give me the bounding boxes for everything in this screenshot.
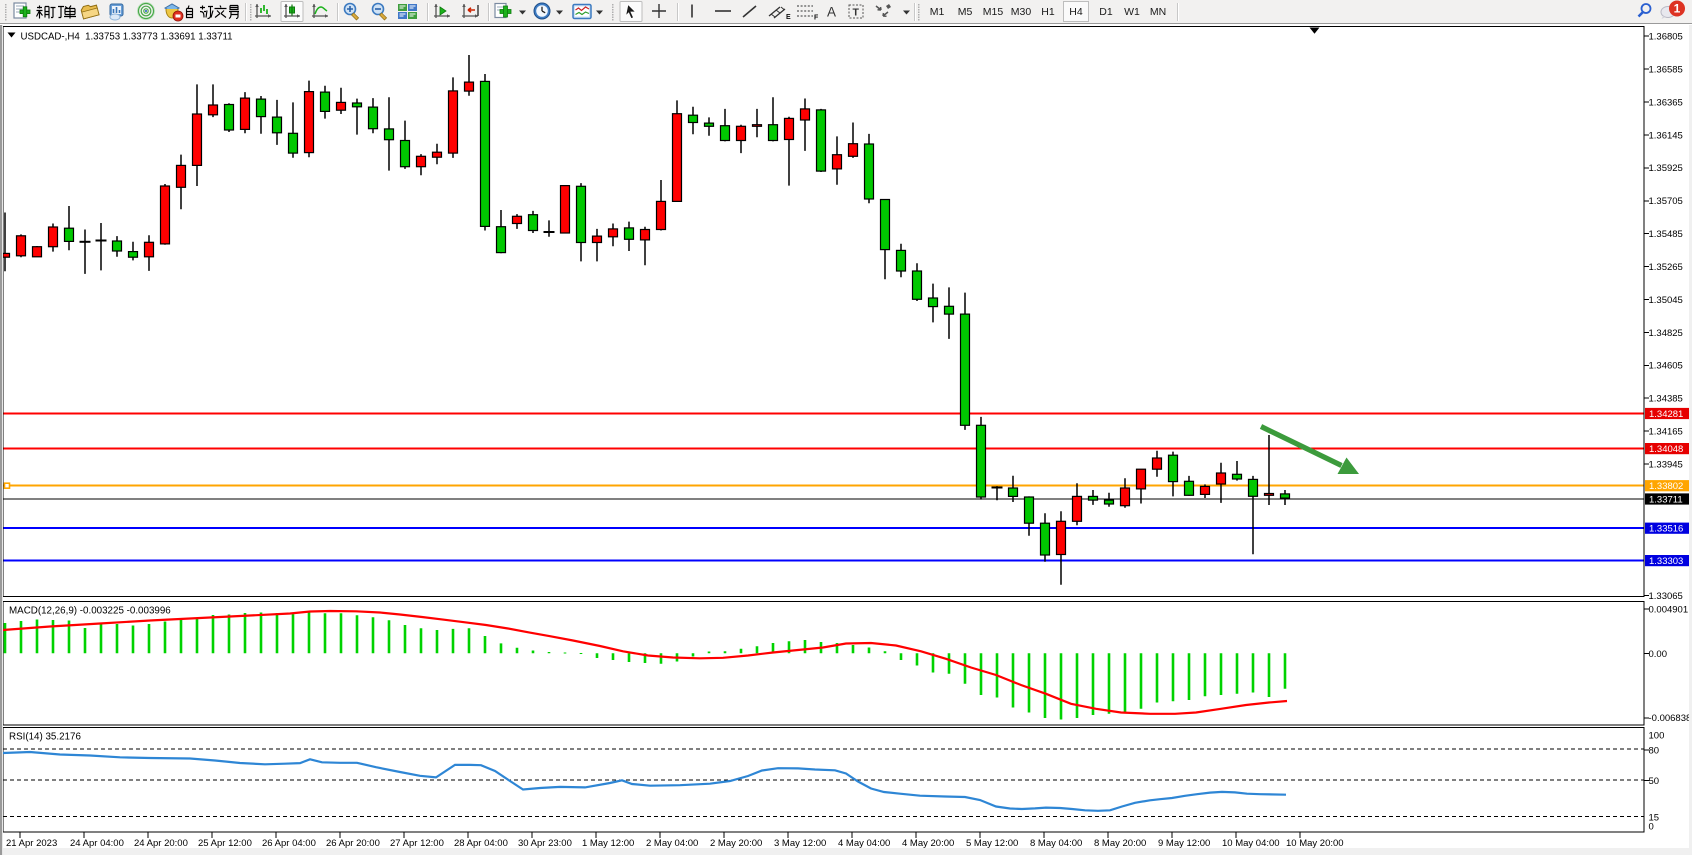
- svg-text:8 May 20:00: 8 May 20:00: [1094, 838, 1146, 849]
- svg-text:8 May 04:00: 8 May 04:00: [1030, 838, 1082, 849]
- svg-text:1 May 12:00: 1 May 12:00: [582, 838, 634, 849]
- svg-text:W1: W1: [1124, 6, 1140, 18]
- svg-text:4 May 20:00: 4 May 20:00: [902, 838, 954, 849]
- svg-text:M1: M1: [930, 6, 945, 18]
- svg-text:-0.006838: -0.006838: [1649, 713, 1692, 724]
- svg-text:27 Apr 12:00: 27 Apr 12:00: [390, 838, 444, 849]
- svg-text:1.33802: 1.33802: [1649, 481, 1683, 492]
- svg-text:H1: H1: [1041, 6, 1055, 18]
- svg-text:50: 50: [1649, 776, 1660, 787]
- svg-text:USDCAD-,H4 1.33753 1.33773 1.: USDCAD-,H4 1.33753 1.33773 1.33691 1.337…: [21, 32, 233, 43]
- svg-text:RSI(14) 35.2176: RSI(14) 35.2176: [9, 732, 81, 743]
- svg-text:M30: M30: [1011, 6, 1032, 18]
- svg-text:24 Apr 04:00: 24 Apr 04:00: [70, 838, 124, 849]
- svg-text:10 May 20:00: 10 May 20:00: [1286, 838, 1344, 849]
- svg-text:1.36145: 1.36145: [1649, 130, 1683, 141]
- svg-text:1.36365: 1.36365: [1649, 97, 1683, 108]
- svg-text:21 Apr 2023: 21 Apr 2023: [6, 838, 57, 849]
- svg-text:MACD(12,26,9) -0.003225 -0.003: MACD(12,26,9) -0.003225 -0.003996: [9, 606, 171, 617]
- svg-text:F: F: [814, 15, 819, 22]
- svg-text:1.36585: 1.36585: [1649, 65, 1683, 76]
- svg-text:25 Apr 12:00: 25 Apr 12:00: [198, 838, 252, 849]
- svg-text:MN: MN: [1150, 6, 1166, 18]
- svg-text:1.34165: 1.34165: [1649, 427, 1683, 438]
- svg-text:E: E: [786, 14, 791, 21]
- svg-text:T: T: [853, 7, 860, 19]
- svg-text:2 May 04:00: 2 May 04:00: [646, 838, 698, 849]
- svg-text:100: 100: [1649, 730, 1665, 741]
- svg-text:1.34385: 1.34385: [1649, 394, 1683, 405]
- svg-text:4 May 04:00: 4 May 04:00: [838, 838, 890, 849]
- svg-text:1.33303: 1.33303: [1649, 556, 1683, 567]
- svg-text:1.34048: 1.34048: [1649, 444, 1683, 455]
- svg-text:9 May 12:00: 9 May 12:00: [1158, 838, 1210, 849]
- svg-text:26 Apr 20:00: 26 Apr 20:00: [326, 838, 380, 849]
- svg-text:1.35045: 1.35045: [1649, 295, 1683, 306]
- svg-text:A: A: [827, 5, 836, 20]
- svg-text:0: 0: [1649, 821, 1654, 832]
- svg-text:30 Apr 23:00: 30 Apr 23:00: [518, 838, 572, 849]
- svg-text:1.33065: 1.33065: [1649, 591, 1683, 602]
- svg-text:M5: M5: [958, 6, 973, 18]
- svg-text:1.33945: 1.33945: [1649, 459, 1683, 470]
- svg-text:24 Apr 20:00: 24 Apr 20:00: [134, 838, 188, 849]
- svg-text:1.34605: 1.34605: [1649, 361, 1683, 372]
- svg-text:3 May 12:00: 3 May 12:00: [774, 838, 826, 849]
- svg-text:28 Apr 04:00: 28 Apr 04:00: [454, 838, 508, 849]
- svg-text:1: 1: [1674, 2, 1681, 16]
- svg-text:80: 80: [1649, 745, 1660, 756]
- svg-text:10 May 04:00: 10 May 04:00: [1222, 838, 1280, 849]
- svg-text:26 Apr 04:00: 26 Apr 04:00: [262, 838, 316, 849]
- svg-text:1.33711: 1.33711: [1649, 495, 1683, 506]
- svg-text:0.00: 0.00: [1649, 649, 1668, 660]
- svg-text:1.34281: 1.34281: [1649, 409, 1683, 420]
- svg-text:15: 15: [1649, 812, 1660, 823]
- svg-text:1.35925: 1.35925: [1649, 163, 1683, 174]
- svg-text:1.33516: 1.33516: [1649, 524, 1683, 535]
- svg-text:1.34825: 1.34825: [1649, 328, 1683, 339]
- svg-text:1.35265: 1.35265: [1649, 262, 1683, 273]
- svg-text:1.35485: 1.35485: [1649, 229, 1683, 240]
- svg-text:0.004901: 0.004901: [1649, 604, 1689, 615]
- svg-text:5 May 12:00: 5 May 12:00: [966, 838, 1018, 849]
- svg-text:D1: D1: [1099, 6, 1113, 18]
- svg-text:H4: H4: [1069, 6, 1083, 18]
- svg-text:1.36805: 1.36805: [1649, 32, 1683, 43]
- svg-text:1.35705: 1.35705: [1649, 196, 1683, 207]
- svg-text:2 May 20:00: 2 May 20:00: [710, 838, 762, 849]
- svg-text:M15: M15: [983, 6, 1004, 18]
